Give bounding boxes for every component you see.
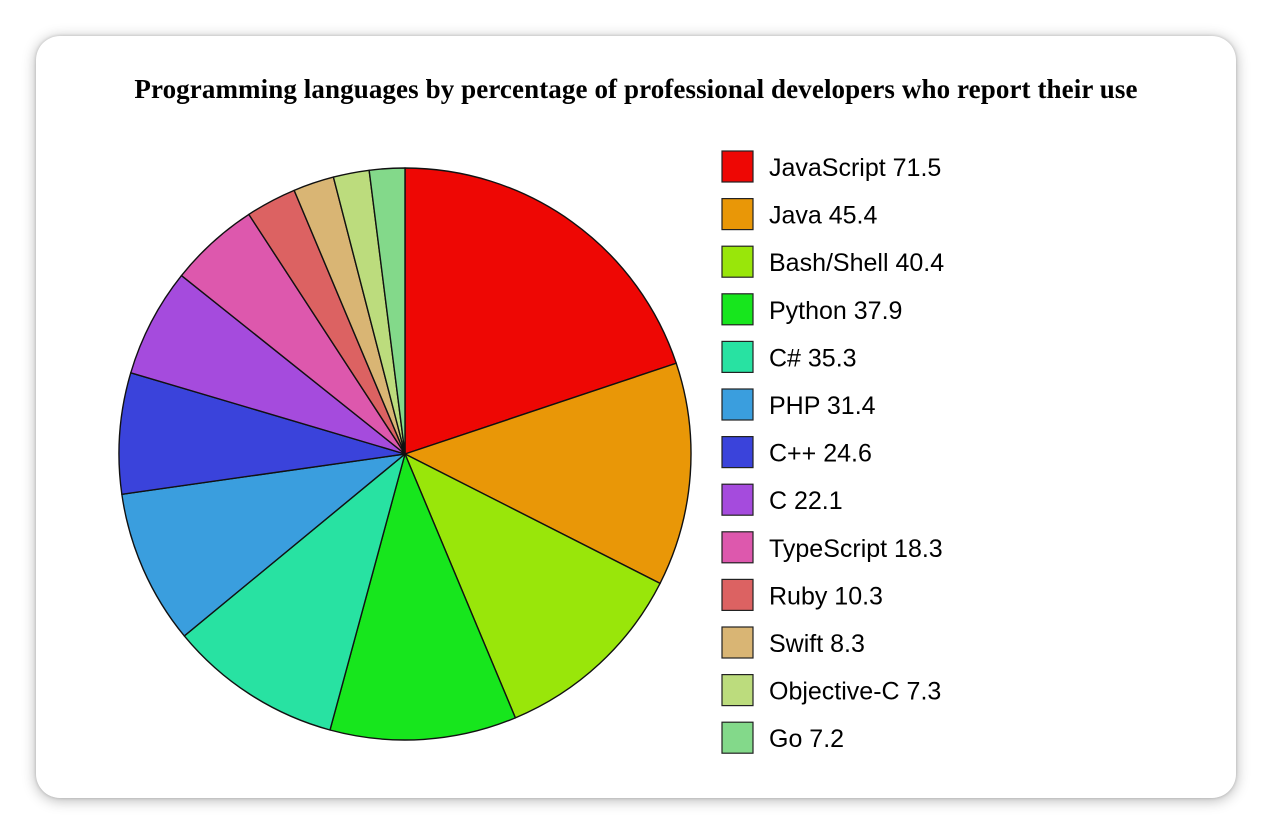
- legend-label: C++ 24.6: [769, 440, 872, 468]
- legend-label: C 22.1: [769, 487, 843, 515]
- legend-swatch: [721, 436, 754, 469]
- legend-swatch: [721, 673, 754, 707]
- legend-swatch: [721, 531, 754, 564]
- legend-label: TypeScript 18.3: [769, 535, 943, 563]
- legend-swatch: [721, 340, 754, 373]
- legend-label: C# 35.3: [769, 344, 857, 372]
- pie-chart: JavaScript 71.5 Java 45.4 Bash/Shell 40.4 P…: [118, 150, 944, 754]
- legend-label: Ruby 10.3: [769, 582, 883, 610]
- chart-legend: JavaScript 71.5 Java 45.4 Bash/Shell 40.4 P…: [721, 150, 944, 754]
- legend-swatch: [721, 721, 754, 754]
- pie-slice-php: [121, 453, 406, 637]
- chart-title: Programming languages by percentage of p…: [134, 74, 1138, 104]
- legend-swatch: [721, 293, 754, 326]
- pie-slice-python: [329, 453, 517, 741]
- pie-slice-c-: [118, 372, 406, 495]
- legend-label: Swift 8.3: [769, 630, 865, 658]
- pie-slice-java: [404, 362, 692, 585]
- legend-swatch: [721, 150, 754, 183]
- legend-swatch: [721, 626, 754, 659]
- pie-slice-javascript: [404, 167, 677, 455]
- pie-slice-bash-shell: [404, 453, 661, 719]
- legend-swatch: [721, 388, 754, 421]
- legend-label: Objective-C 7.3: [769, 678, 941, 706]
- legend-swatch: [721, 578, 754, 612]
- pie-slices: [118, 167, 692, 741]
- legend-label: Java 45.4: [769, 202, 878, 230]
- pie-slice-c-: [183, 453, 406, 731]
- legend-label: Go 7.2: [769, 725, 844, 753]
- pie-slice-go: [368, 167, 406, 455]
- legend-label: Bash/Shell 40.4: [769, 249, 944, 277]
- legend-label: Python 37.9: [769, 297, 902, 325]
- legend-label: JavaScript 71.5: [769, 154, 941, 182]
- legend-label: PHP 31.4: [769, 392, 876, 420]
- legend-swatch: [721, 198, 754, 231]
- chart-card: Programming languages by percentage of p…: [36, 36, 1236, 798]
- legend-swatch: [721, 483, 754, 516]
- legend-swatch: [721, 245, 754, 278]
